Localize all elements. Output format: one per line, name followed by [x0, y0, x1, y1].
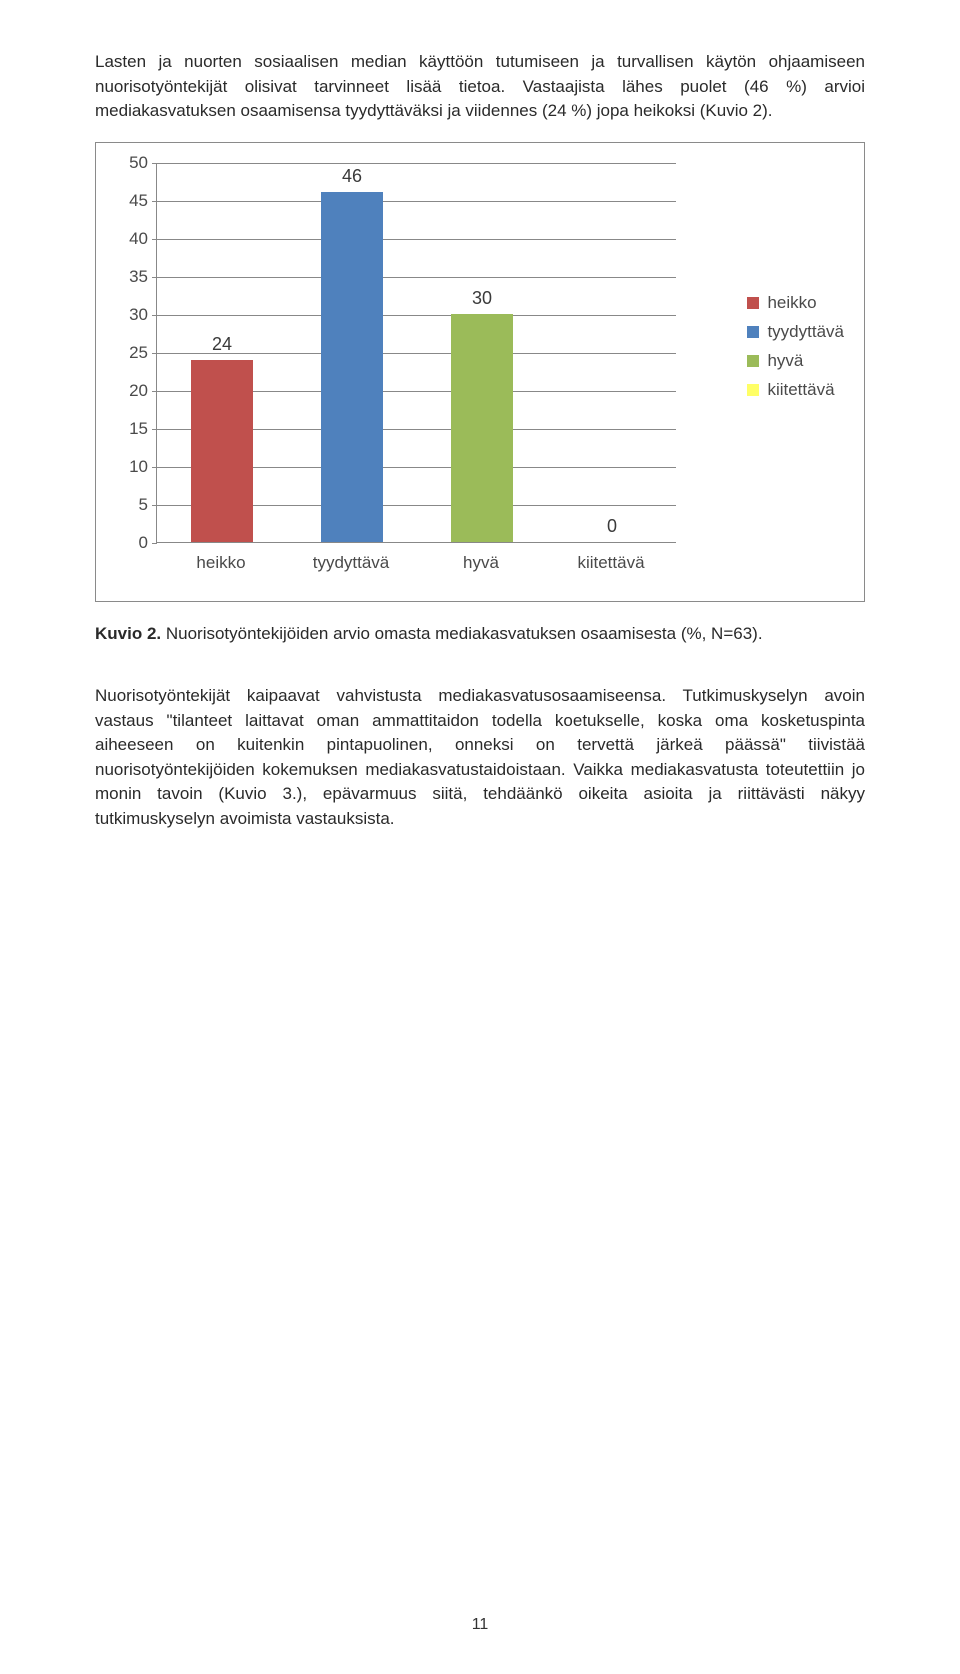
y-tick [152, 239, 157, 240]
legend-swatch [747, 326, 759, 338]
legend-label: heikko [767, 293, 816, 313]
y-tick [152, 277, 157, 278]
y-tick [152, 467, 157, 468]
y-axis-label: 20 [0, 381, 148, 401]
x-axis-label: tyydyttävä [313, 553, 390, 573]
bar-value-label: 30 [451, 288, 513, 309]
bar-value-label: 0 [581, 516, 643, 537]
gridline [157, 201, 676, 202]
y-axis-label: 10 [0, 457, 148, 477]
y-tick [152, 543, 157, 544]
gridline [157, 239, 676, 240]
x-axis-label: kiitettävä [577, 553, 644, 573]
gridline [157, 163, 676, 164]
y-tick [152, 353, 157, 354]
intro-paragraph: Lasten ja nuorten sosiaalisen median käy… [95, 50, 865, 124]
bar-value-label: 24 [191, 334, 253, 355]
y-axis-label: 0 [0, 533, 148, 553]
legend-swatch [747, 384, 759, 396]
y-axis-label: 15 [0, 419, 148, 439]
x-axis-label: heikko [196, 553, 245, 573]
body-paragraph: Nuorisotyöntekijät kaipaavat vahvistusta… [95, 684, 865, 832]
legend-label: hyvä [767, 351, 803, 371]
y-axis-label: 45 [0, 191, 148, 211]
bar-heikko: 24 [191, 360, 253, 542]
legend: heikko tyydyttävä hyvä kiitettävä [747, 293, 844, 409]
y-tick [152, 429, 157, 430]
y-tick [152, 391, 157, 392]
y-tick [152, 315, 157, 316]
legend-label: tyydyttävä [767, 322, 844, 342]
legend-item: kiitettävä [747, 380, 844, 400]
y-tick [152, 505, 157, 506]
caption-bold: Kuvio 2. [95, 624, 161, 643]
legend-item: hyvä [747, 351, 844, 371]
y-axis-label: 5 [0, 495, 148, 515]
bar-hyvä: 30 [451, 314, 513, 542]
legend-label: kiitettävä [767, 380, 834, 400]
gridline [157, 315, 676, 316]
caption-text: Nuorisotyöntekijöiden arvio omasta media… [161, 624, 762, 643]
y-axis-label: 50 [0, 153, 148, 173]
y-axis-label: 30 [0, 305, 148, 325]
legend-item: heikko [747, 293, 844, 313]
legend-swatch [747, 297, 759, 309]
bar-value-label: 46 [321, 166, 383, 187]
legend-swatch [747, 355, 759, 367]
plot-area: 24 46 30 0 [156, 163, 676, 543]
bar-tyydyttävä: 46 [321, 192, 383, 542]
page-number: 11 [472, 1616, 489, 1634]
y-tick [152, 201, 157, 202]
chart-frame: 24 46 30 0 heikko tyydyttävä hyvä kiitettävä 0… [95, 142, 865, 602]
y-axis-label: 35 [0, 267, 148, 287]
x-axis-label: hyvä [463, 553, 499, 573]
y-tick [152, 163, 157, 164]
y-axis-label: 25 [0, 343, 148, 363]
chart-caption: Kuvio 2. Nuorisotyöntekijöiden arvio oma… [95, 624, 865, 644]
gridline [157, 277, 676, 278]
legend-item: tyydyttävä [747, 322, 844, 342]
y-axis-label: 40 [0, 229, 148, 249]
